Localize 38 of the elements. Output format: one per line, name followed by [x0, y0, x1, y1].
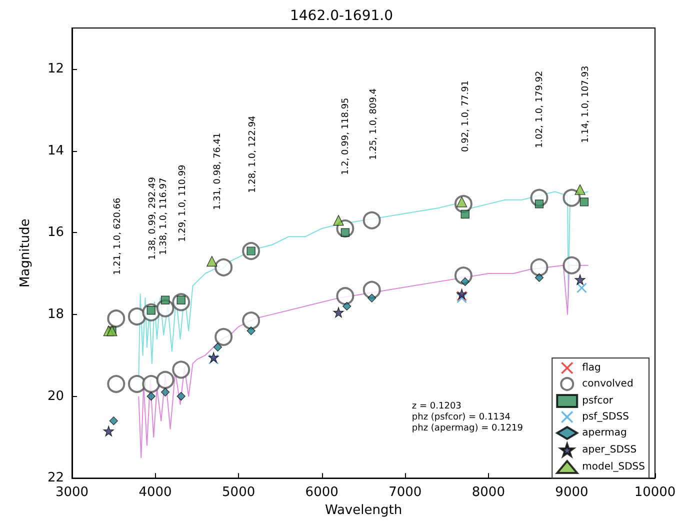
legend-label: model_SDSS — [582, 462, 646, 472]
annotation: 1.31, 0.98, 76.41 — [213, 132, 223, 210]
y-tick-label: 22 — [47, 470, 64, 486]
y-tick-label: 12 — [47, 61, 64, 76]
legend-label: aper_SDSS — [582, 444, 637, 456]
legend-label: psfcor — [582, 396, 614, 406]
x-tick-label: 8000 — [472, 485, 505, 500]
y-tick-label: 16 — [47, 225, 64, 240]
x-axis-title: Wavelength — [324, 503, 402, 518]
x-tick-label: 4000 — [138, 485, 172, 500]
annotation: 1.21, 1.0, 620.66 — [113, 197, 123, 275]
annotation: 1.38, 0.99, 292.49 — [148, 176, 158, 260]
annotation: 1.38, 1.0, 116.97 — [159, 178, 169, 255]
y-axis-title: Magnitude — [18, 218, 33, 288]
x-tick-label: 10000 — [634, 485, 676, 500]
x-tick-label: 5000 — [222, 485, 256, 500]
annotation: 1.28, 1.0, 122.94 — [248, 115, 258, 193]
annotation: 1.2, 0.99, 118.95 — [341, 98, 351, 175]
legend-label: convolved — [582, 378, 634, 390]
legend-label: psf_SDSS — [582, 412, 629, 422]
annotation: 1.14, 1.0, 107.93 — [581, 66, 591, 143]
annotation: 1.29, 1.0, 110.99 — [178, 164, 188, 242]
annotation: 0.92, 1.0, 77.91 — [461, 80, 471, 152]
annotation: phz (psfcor) = 0.1134 — [412, 412, 511, 422]
annotation: 1.25, 1.0, 809.4 — [369, 88, 379, 160]
x-tick-label: 6000 — [305, 485, 338, 500]
legend-label: flag — [582, 362, 601, 374]
x-tick-label: 7000 — [388, 485, 422, 500]
x-tick-label: 9000 — [555, 485, 588, 500]
legend-label: apermag — [582, 428, 627, 438]
chart-title: 1462.0-1691.0 — [290, 8, 394, 24]
x-tick-label: 3000 — [55, 485, 89, 500]
annotation: 1.02, 1.0, 179.92 — [535, 70, 545, 148]
y-tick-label: 14 — [47, 143, 64, 158]
annotation: phz (apermag) = 0.1219 — [412, 424, 524, 434]
annotation: z = 0.1203 — [412, 402, 462, 412]
y-tick-label: 18 — [47, 306, 64, 322]
y-tick-label: 20 — [47, 388, 64, 404]
